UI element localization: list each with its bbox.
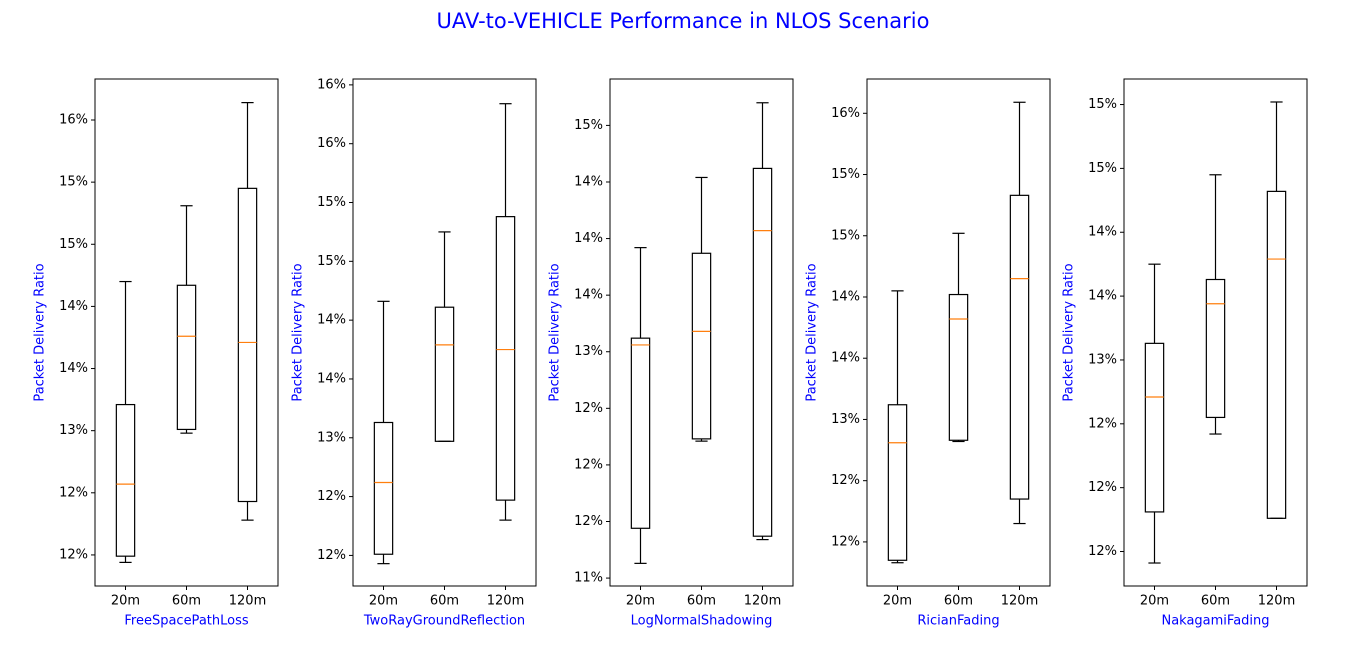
subplot: 12% 12% 13% 14% 14% 15% 15% 16% 20m 60m 120mRician… bbox=[805, 78, 1051, 629]
y-tick-label: 12% bbox=[59, 485, 88, 500]
y-tick-label: 15% bbox=[831, 228, 860, 243]
y-tick-label: 12% bbox=[574, 514, 603, 529]
x-axis-label: LogNormalShadowing bbox=[631, 614, 773, 629]
axes-frame bbox=[866, 78, 1051, 587]
x-tick-label: 20m bbox=[111, 594, 140, 609]
y-tick-label: 11% bbox=[574, 571, 603, 586]
x-tick-label: 20m bbox=[369, 594, 398, 609]
y-axis-label: Packet Delivery Ratio bbox=[33, 263, 48, 401]
y-tick-label: 12% bbox=[317, 548, 346, 563]
x-axis-label: FreeSpacePathLoss bbox=[124, 614, 249, 629]
box bbox=[1205, 278, 1226, 419]
y-tick-label: 12% bbox=[574, 401, 603, 416]
y-tick-label: 12% bbox=[1088, 480, 1117, 495]
x-tick-label: 20m bbox=[883, 594, 912, 609]
y-tick-label: 12% bbox=[59, 547, 88, 562]
y-tick-label: 14% bbox=[574, 174, 603, 189]
x-axis-label: NakagamiFading bbox=[1161, 614, 1269, 629]
axes-frame bbox=[352, 78, 537, 587]
y-tick-label: 14% bbox=[317, 371, 346, 386]
y-tick-label: 15% bbox=[59, 175, 88, 190]
box bbox=[495, 216, 516, 501]
y-tick-label: 14% bbox=[831, 289, 860, 304]
y-tick-label: 15% bbox=[317, 254, 346, 269]
box bbox=[237, 187, 258, 503]
y-tick-label: 15% bbox=[1088, 97, 1117, 112]
x-tick-label: 60m bbox=[1201, 594, 1230, 609]
y-tick-label: 14% bbox=[831, 351, 860, 366]
y-tick-label: 15% bbox=[1088, 161, 1117, 176]
y-tick-label: 12% bbox=[317, 489, 346, 504]
y-tick-label: 16% bbox=[317, 136, 346, 151]
box bbox=[1144, 342, 1165, 513]
y-axis-label: Packet Delivery Ratio bbox=[805, 263, 820, 401]
y-tick-label: 16% bbox=[317, 77, 346, 92]
y-tick-label: 12% bbox=[831, 534, 860, 549]
box bbox=[176, 284, 197, 431]
axes-frame bbox=[94, 78, 279, 587]
x-tick-label: 120m bbox=[744, 594, 781, 609]
y-tick-label: 14% bbox=[1088, 225, 1117, 240]
box bbox=[948, 293, 969, 441]
subplot: 12% 12% 13% 14% 14% 15% 15% 16% 20m 60m 120m FreeSp… bbox=[33, 78, 279, 629]
y-tick-label: 13% bbox=[59, 423, 88, 438]
x-tick-label: 120m bbox=[229, 594, 266, 609]
y-tick-label: 16% bbox=[831, 106, 860, 121]
x-tick-label: 120m bbox=[1001, 594, 1038, 609]
subplot: 11% 12% 12% 12% 13% 14% 14% 14% 15% 20m 60m 120m Log… bbox=[548, 78, 794, 629]
subplot: 12% 12% 12% 13% 14% 14% 15% 15% 20m 60m 120m Nakaga… bbox=[1062, 78, 1308, 629]
y-tick-label: 14% bbox=[317, 313, 346, 328]
y-tick-label: 15% bbox=[574, 118, 603, 133]
x-tick-label: 20m bbox=[1140, 594, 1169, 609]
axes-frame bbox=[1123, 78, 1308, 587]
y-tick-label: 12% bbox=[831, 473, 860, 488]
box bbox=[1009, 194, 1030, 500]
x-axis-label: RicianFading bbox=[917, 614, 999, 629]
y-axis-label: Packet Delivery Ratio bbox=[548, 263, 563, 401]
y-tick-label: 15% bbox=[59, 237, 88, 252]
y-tick-label: 12% bbox=[574, 457, 603, 472]
y-tick-label: 14% bbox=[574, 288, 603, 303]
box bbox=[691, 252, 712, 440]
x-tick-label: 60m bbox=[172, 594, 201, 609]
y-tick-label: 12% bbox=[1088, 416, 1117, 431]
box bbox=[752, 167, 773, 537]
y-tick-label: 12% bbox=[1088, 544, 1117, 559]
y-axis-label: Packet Delivery Ratio bbox=[291, 263, 306, 401]
y-tick-label: 13% bbox=[574, 344, 603, 359]
box bbox=[115, 403, 136, 557]
x-tick-label: 60m bbox=[430, 594, 459, 609]
y-tick-label: 13% bbox=[831, 412, 860, 427]
x-tick-label: 20m bbox=[626, 594, 655, 609]
figure-title: UAV-to-VEHICLE Performance in NLOS Scena… bbox=[437, 9, 930, 33]
box bbox=[373, 421, 394, 555]
box bbox=[434, 306, 455, 442]
box bbox=[1266, 190, 1287, 519]
y-tick-label: 15% bbox=[831, 167, 860, 182]
y-tick-label: 13% bbox=[1088, 352, 1117, 367]
subplot: 12% 12% 13% 14% 14% 15% 15% 16% 16% 20m 60m 120m Two… bbox=[291, 77, 537, 629]
y-tick-label: 13% bbox=[317, 430, 346, 445]
y-tick-label: 14% bbox=[59, 361, 88, 376]
axes-frame bbox=[609, 78, 794, 587]
x-tick-label: 60m bbox=[944, 594, 973, 609]
y-tick-label: 16% bbox=[59, 113, 88, 128]
y-tick-label: 15% bbox=[317, 195, 346, 210]
box bbox=[630, 337, 651, 529]
x-tick-label: 120m bbox=[487, 594, 524, 609]
x-tick-label: 120m bbox=[1258, 594, 1295, 609]
y-tick-label: 14% bbox=[574, 231, 603, 246]
y-tick-label: 14% bbox=[1088, 289, 1117, 304]
box bbox=[887, 404, 908, 561]
x-axis-label: TwoRayGroundReflection bbox=[363, 614, 525, 629]
x-tick-label: 60m bbox=[687, 594, 716, 609]
y-axis-label: Packet Delivery Ratio bbox=[1062, 263, 1077, 401]
y-tick-label: 14% bbox=[59, 299, 88, 314]
